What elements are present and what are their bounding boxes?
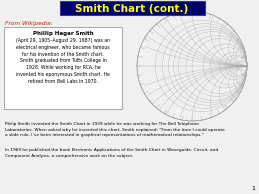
Bar xyxy=(4,27,122,109)
Text: In 1969 he published the book Electronic Applications of the Smith Chart in Wave: In 1969 he published the book Electronic… xyxy=(5,148,218,158)
Text: Phillip Hagar Smith: Phillip Hagar Smith xyxy=(33,31,93,36)
Text: Smith Chart (cont.): Smith Chart (cont.) xyxy=(75,3,189,14)
Text: 1: 1 xyxy=(251,186,255,191)
Bar xyxy=(60,1,205,15)
Text: Philip Smith invented the Smith Chart in 1939 while he was working for The Bell : Philip Smith invented the Smith Chart in… xyxy=(5,122,225,137)
Text: From Wikipedia:: From Wikipedia: xyxy=(5,21,53,26)
Text: (April 29, 1905–August 29, 1987) was an
electrical engineer, who became famous
f: (April 29, 1905–August 29, 1987) was an … xyxy=(16,38,110,84)
